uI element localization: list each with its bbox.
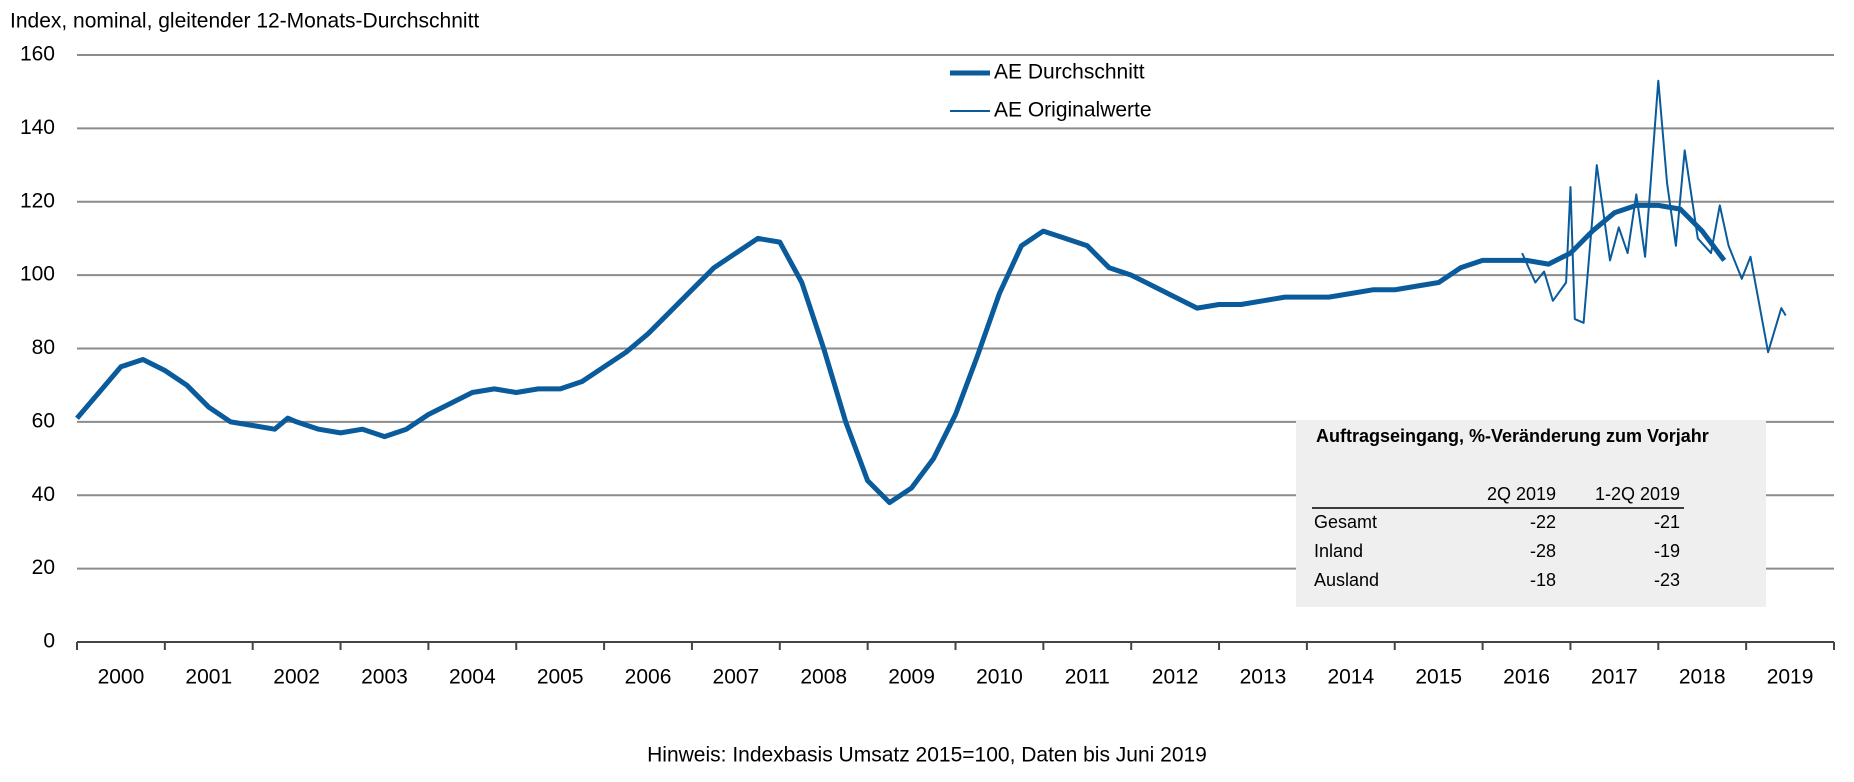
y-tick-label: 100 <box>20 263 55 286</box>
x-tick-label: 2013 <box>1240 666 1287 689</box>
x-tick-label: 2007 <box>713 666 760 689</box>
table-cell: -22 <box>1530 512 1556 532</box>
x-tick-label: 2017 <box>1591 666 1638 689</box>
table-row-label: Ausland <box>1314 570 1379 590</box>
table-cell: -18 <box>1530 570 1556 590</box>
x-tick-label: 2012 <box>1152 666 1199 689</box>
x-tick-label: 2005 <box>537 666 584 689</box>
data-line <box>75 202 1727 506</box>
table-cell: -28 <box>1530 541 1556 561</box>
legend-label: AE Durchschnitt <box>994 61 1145 84</box>
footnote: Hinweis: Indexbasis Umsatz 2015=100, Dat… <box>647 744 1207 767</box>
table-title: Auftragseingang, %-Veränderung zum Vorja… <box>1316 426 1709 446</box>
x-tick-label: 2001 <box>185 666 232 689</box>
x-tick-label: 2009 <box>888 666 935 689</box>
x-tick-label: 2018 <box>1679 666 1726 689</box>
data-line <box>1521 79 1787 354</box>
y-tick-label: 20 <box>32 556 55 579</box>
table-row-label: Inland <box>1314 541 1363 561</box>
table-cell: -19 <box>1654 541 1680 561</box>
y-tick-label: 40 <box>32 483 55 506</box>
x-tick-label: 2016 <box>1503 666 1550 689</box>
y-tick-label: 60 <box>32 409 55 432</box>
x-tick-label: 2010 <box>976 666 1023 689</box>
x-tick-label: 2015 <box>1415 666 1462 689</box>
table-background <box>1296 420 1766 607</box>
x-tick-label: 2002 <box>273 666 320 689</box>
y-tick-label: 140 <box>20 116 55 139</box>
x-tick-label: 2014 <box>1327 666 1374 689</box>
legend-label: AE Originalwerte <box>994 99 1152 122</box>
x-tick-label: 2008 <box>800 666 847 689</box>
chart-title: Index, nominal, gleitender 12-Monats-Dur… <box>10 10 479 33</box>
x-tick-label: 2004 <box>449 666 496 689</box>
x-tick-label: 2003 <box>361 666 408 689</box>
x-tick-label: 2019 <box>1767 666 1814 689</box>
table-row-label: Gesamt <box>1314 512 1377 532</box>
table-cell: -21 <box>1654 512 1680 532</box>
summary-table: Auftragseingang, %-Veränderung zum Vorja… <box>1296 420 1766 607</box>
x-tick-label: 2011 <box>1065 666 1110 689</box>
table-column-header: 2Q 2019 <box>1487 484 1556 504</box>
y-tick-label: 80 <box>32 336 55 359</box>
x-tick-label: 2006 <box>625 666 672 689</box>
table-cell: -23 <box>1654 570 1680 590</box>
y-tick-label: 120 <box>20 189 55 212</box>
y-tick-label: 0 <box>43 630 55 653</box>
x-tick-label: 2000 <box>98 666 145 689</box>
y-tick-label: 160 <box>20 43 55 66</box>
table-column-header: 1-2Q 2019 <box>1595 484 1680 504</box>
